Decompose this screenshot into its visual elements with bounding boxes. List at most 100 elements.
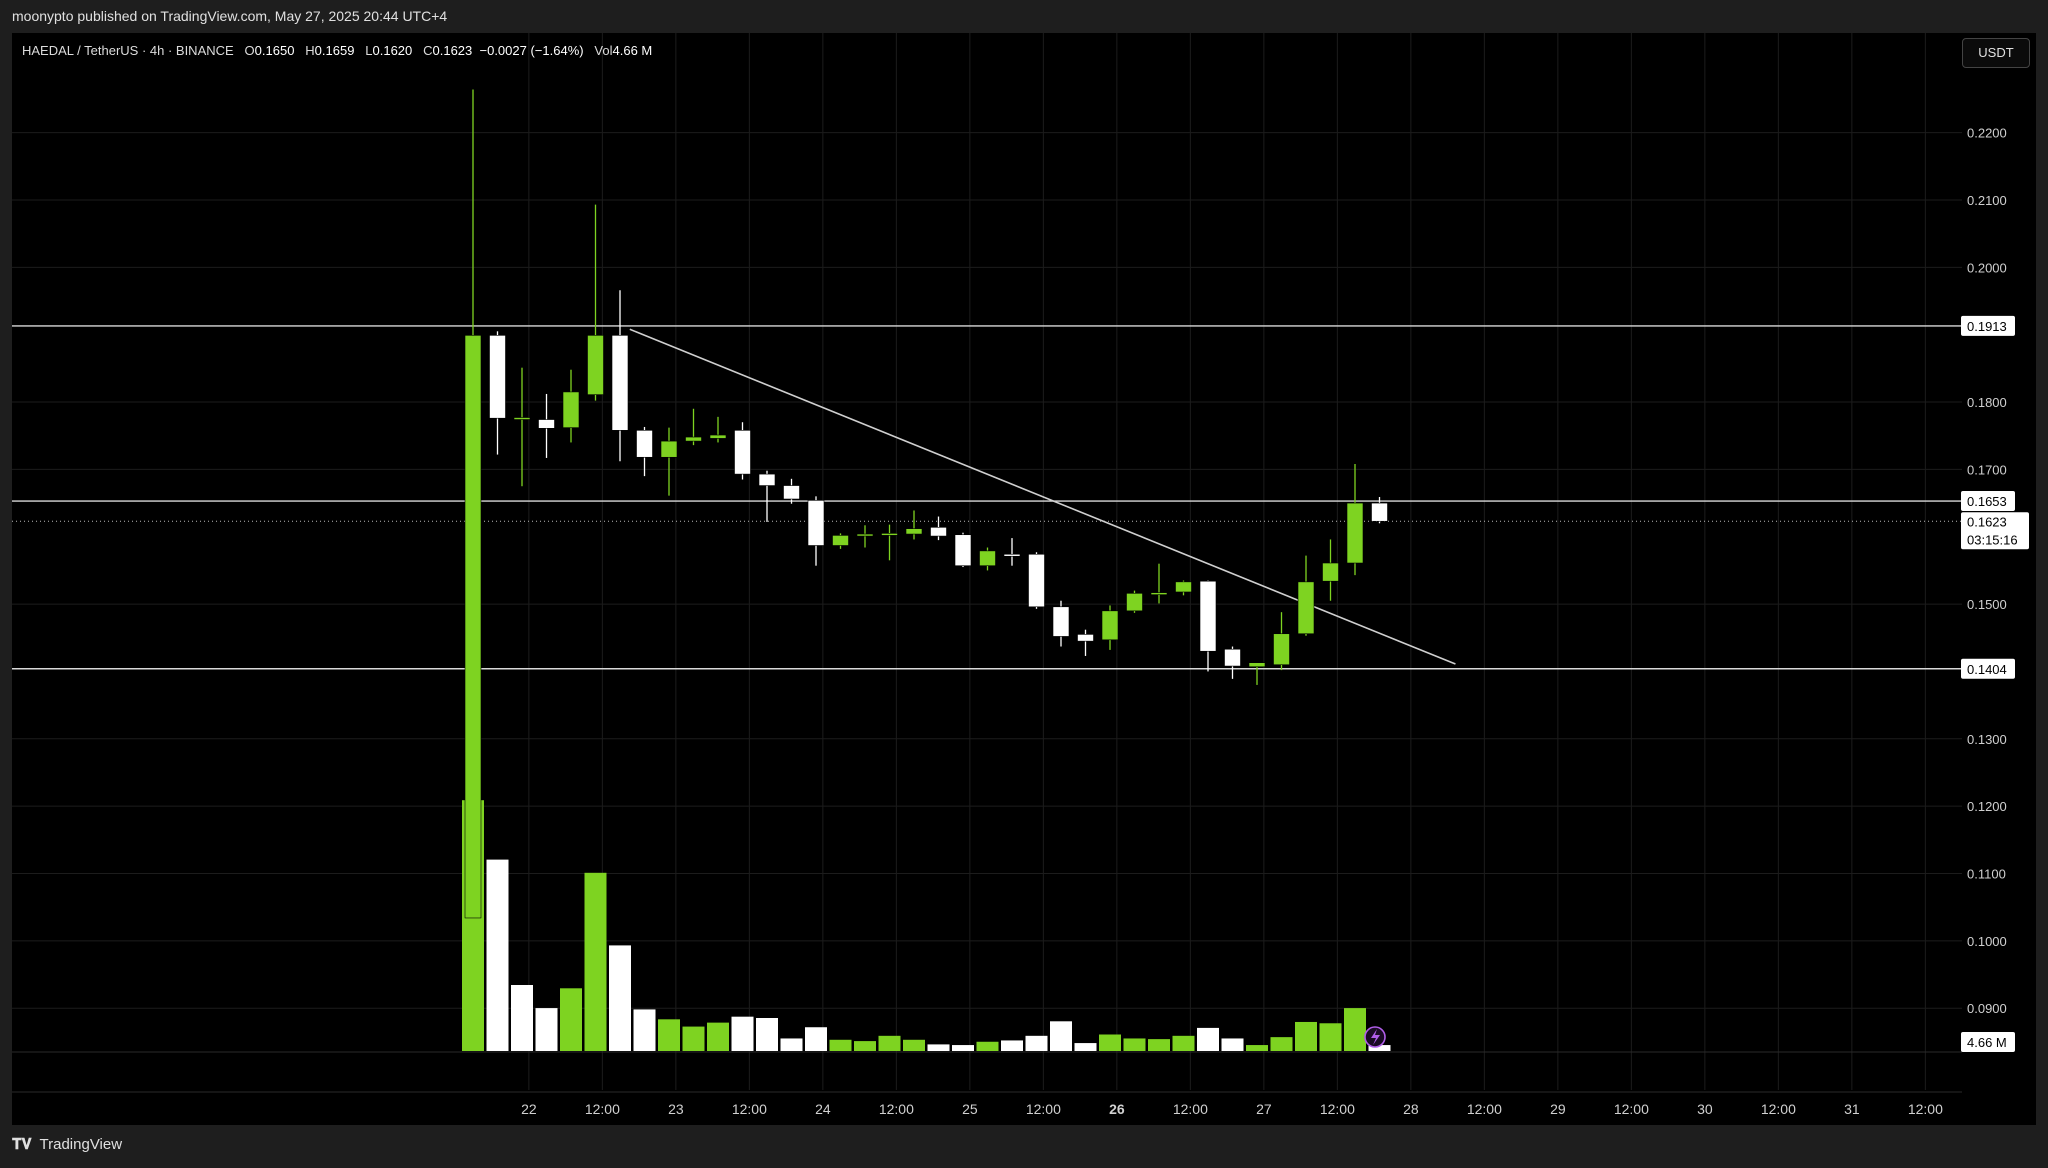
time-tick-label: 12:00 bbox=[1173, 1101, 1208, 1117]
price-tick-label: 0.1700 bbox=[1967, 462, 2007, 477]
price-tick-label: 0.2200 bbox=[1967, 126, 2007, 141]
candle-body bbox=[1028, 553, 1045, 608]
candle-body bbox=[1150, 592, 1168, 595]
candle-body bbox=[636, 430, 653, 458]
candle-body bbox=[1175, 581, 1192, 593]
volume-bar bbox=[952, 1045, 974, 1051]
publish-info: moonypto published on TradingView.com, M… bbox=[12, 8, 448, 24]
candle-body bbox=[856, 533, 874, 537]
brand-name: TradingView bbox=[39, 1136, 123, 1153]
candle-body bbox=[758, 473, 776, 486]
close-value: 0.1623 bbox=[432, 43, 473, 58]
time-tick-label: 12:00 bbox=[1026, 1101, 1061, 1117]
volume-bar bbox=[903, 1039, 925, 1051]
time-tick-label: 12:00 bbox=[1908, 1101, 1943, 1117]
close-label: C bbox=[423, 43, 433, 58]
candle-body bbox=[1224, 648, 1241, 667]
candle-body bbox=[709, 434, 727, 439]
candle-body bbox=[832, 535, 849, 546]
volume-bar bbox=[1221, 1038, 1244, 1051]
candle-body bbox=[660, 440, 678, 458]
high-value: 0.1659 bbox=[314, 43, 355, 58]
candle-body bbox=[611, 335, 629, 431]
candle-body bbox=[979, 550, 996, 567]
time-tick-label: 31 bbox=[1844, 1101, 1860, 1117]
level-price-tag: 0.1913 bbox=[1967, 319, 2007, 334]
level-price-tag: 0.1404 bbox=[1967, 662, 2007, 677]
axis-markers: 0.1913 0.1653 0.1404 0.1623 03:15:16 4.66 M bbox=[1364, 315, 2029, 1052]
price-tick-label: 0.1100 bbox=[1967, 867, 2006, 882]
currency-button[interactable]: USDT bbox=[1962, 38, 2030, 68]
horizontal-levels bbox=[12, 325, 1962, 670]
volume-bar bbox=[1246, 1045, 1268, 1051]
volume-bar bbox=[511, 985, 533, 1051]
volume-bar bbox=[854, 1041, 876, 1051]
volume-tag-bg bbox=[1961, 1032, 2015, 1052]
candle-body bbox=[1101, 610, 1119, 641]
time-axis[interactable]: 22 12:00 23 12:00 24 12:00 25 12:00 26 12:00 27 12:… bbox=[521, 1101, 1943, 1117]
candle-body bbox=[489, 335, 506, 419]
volume-bar bbox=[1025, 1035, 1048, 1051]
volume-bar bbox=[1319, 1023, 1342, 1051]
time-tick-label: 12:00 bbox=[585, 1101, 620, 1117]
candle-body bbox=[1273, 633, 1290, 666]
time-tick-label: 25 bbox=[962, 1101, 978, 1117]
candle-body bbox=[1346, 502, 1364, 564]
volume-bar bbox=[1123, 1038, 1146, 1051]
trendline-group[interactable] bbox=[629, 328, 1456, 665]
time-tick-label: 28 bbox=[1403, 1101, 1419, 1117]
open-label: O bbox=[244, 43, 255, 58]
symbol-legend[interactable]: HAEDAL / TetherUS · 4h · BINANCE O0.1650… bbox=[22, 43, 652, 58]
time-tick-label: 12:00 bbox=[879, 1101, 914, 1117]
volume-value: 4.66 M bbox=[612, 43, 653, 58]
time-tick-label: 12:00 bbox=[1320, 1101, 1355, 1117]
candle-body bbox=[783, 485, 800, 500]
price-tick-label: 0.2100 bbox=[1967, 193, 2007, 208]
countdown-tag: 03:15:16 bbox=[1967, 532, 2018, 547]
price-axis[interactable]: 0.2200 0.2100 0.2000 0.1800 0.1700 0.1500 0.13… bbox=[1967, 126, 2007, 1017]
volume-bar bbox=[584, 872, 607, 1051]
price-tick-label: 0.0900 bbox=[1967, 1001, 2007, 1016]
candle-body bbox=[734, 430, 751, 475]
tradingview-logo-icon: 𝐓𝐕 bbox=[12, 1136, 32, 1153]
candle-body bbox=[685, 436, 702, 442]
chart-pane[interactable] bbox=[12, 33, 2036, 1125]
volume-bar bbox=[682, 1026, 705, 1051]
level-price-tag-bg bbox=[1961, 315, 2015, 336]
low-label: L bbox=[365, 43, 373, 58]
candle-body bbox=[881, 533, 898, 536]
volume-bar bbox=[805, 1027, 827, 1051]
time-tick-label: 30 bbox=[1697, 1101, 1713, 1117]
candle-body bbox=[562, 391, 580, 428]
level-price-tag-bg bbox=[1961, 658, 2015, 679]
volume-bar bbox=[1099, 1034, 1121, 1051]
candles bbox=[464, 89, 1388, 919]
price-tick-label: 0.1800 bbox=[1967, 395, 2007, 410]
volume-bar bbox=[878, 1035, 901, 1051]
volume-bar bbox=[486, 859, 509, 1051]
volume-bar bbox=[1344, 1008, 1366, 1051]
volume-bar bbox=[658, 1019, 680, 1051]
time-tick-label: 22 bbox=[521, 1101, 537, 1117]
price-tick-label: 0.1200 bbox=[1967, 799, 2007, 814]
volume-bars bbox=[462, 800, 1391, 1051]
high-label: H bbox=[305, 43, 315, 58]
lightning-bolt-icon bbox=[1371, 1029, 1380, 1045]
volume-bar bbox=[780, 1038, 803, 1051]
level-price-tag-bg bbox=[1961, 491, 2015, 512]
time-tick-label: 12:00 bbox=[732, 1101, 767, 1117]
candle-body bbox=[1003, 553, 1021, 557]
volume-bar bbox=[1270, 1037, 1293, 1051]
volume-bar bbox=[1197, 1027, 1219, 1051]
volume-label: Vol bbox=[594, 43, 613, 58]
trendline[interactable] bbox=[629, 328, 1456, 665]
time-tick-label: 24 bbox=[815, 1101, 831, 1117]
symbol-name: HAEDAL / TetherUS · 4h · BINANCE bbox=[22, 43, 234, 58]
candle-body bbox=[1248, 662, 1266, 668]
volume-tag: 4.66 M bbox=[1967, 1035, 2007, 1050]
footer-brand[interactable]: 𝐓𝐕 TradingView bbox=[12, 1136, 122, 1153]
volume-bar bbox=[756, 1018, 778, 1051]
candle-body bbox=[1371, 502, 1388, 522]
volume-bar bbox=[731, 1016, 754, 1051]
